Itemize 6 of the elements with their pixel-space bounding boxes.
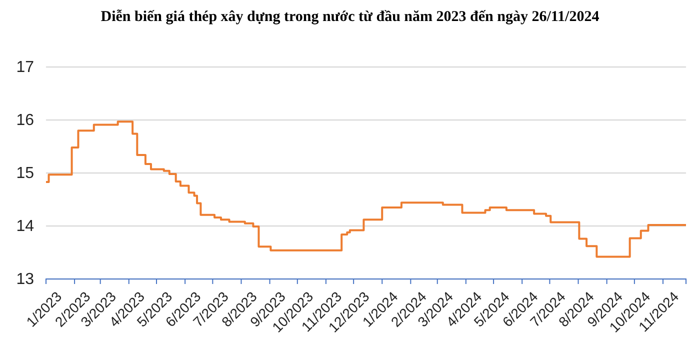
- y-tick-label: 15: [16, 165, 34, 182]
- y-tick-label: 17: [16, 59, 34, 76]
- chart-title: Diễn biến giá thép xây dựng trong nước từ đầu năm 2023 đến ngày 26/11/2024: [100, 9, 600, 25]
- y-tick-label: 13: [16, 271, 34, 288]
- y-tick-label: 16: [16, 112, 34, 130]
- y-tick-label: 14: [16, 218, 34, 236]
